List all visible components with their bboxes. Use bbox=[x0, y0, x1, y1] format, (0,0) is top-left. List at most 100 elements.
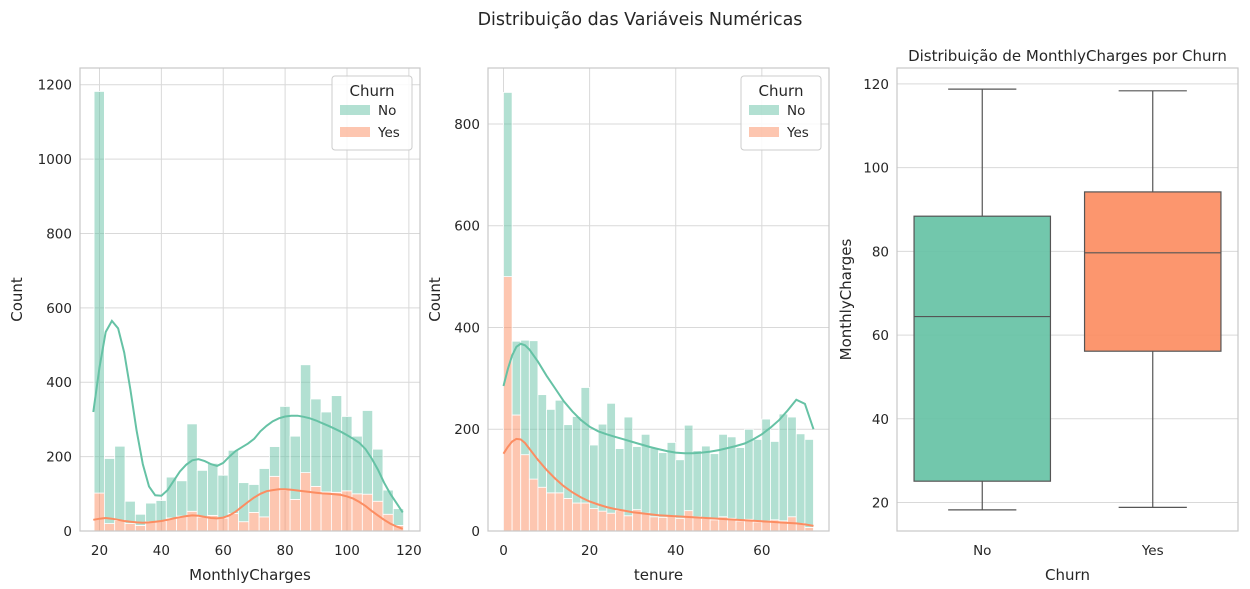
hist-bar-no bbox=[520, 339, 530, 456]
hist-bar-no bbox=[155, 500, 167, 522]
box-no bbox=[913, 215, 1052, 482]
hist-bar-yes bbox=[511, 414, 522, 532]
hist-bar-yes bbox=[217, 517, 229, 532]
hist-bar-yes bbox=[537, 486, 547, 532]
hist-bar-yes bbox=[692, 516, 702, 532]
y-tick-label: 600 bbox=[454, 219, 480, 235]
hist-bar-yes bbox=[649, 516, 659, 532]
y-tick-label: 1000 bbox=[38, 152, 72, 168]
hist-bar-no bbox=[658, 452, 668, 518]
y-tick-label: 800 bbox=[454, 117, 480, 133]
axes-frame bbox=[79, 67, 421, 532]
y-tick-label: 600 bbox=[46, 301, 72, 317]
hist-bar-yes bbox=[554, 492, 565, 532]
monthlycharges-histogram-panel: 0 200 400 600 800 1000 1200 20 40 60 80 100 120 Month… bbox=[8, 67, 422, 584]
hist-bar-no bbox=[93, 91, 105, 494]
y-axis-label: MonthlyCharges bbox=[837, 238, 855, 360]
hist-bar-yes bbox=[134, 525, 147, 532]
hist-bar-yes bbox=[124, 523, 136, 532]
hist-bar-yes bbox=[520, 454, 530, 532]
kde-line-no bbox=[92, 319, 404, 513]
hist-bar-no bbox=[217, 474, 229, 519]
y-tick-label: 0 bbox=[471, 524, 480, 540]
hist-bar-yes bbox=[623, 515, 634, 532]
hist-bar-yes bbox=[114, 520, 126, 532]
axes-frame bbox=[487, 67, 830, 532]
hist-bar-no bbox=[718, 433, 728, 518]
kde-line-no bbox=[502, 342, 815, 455]
x-tick-label: 100 bbox=[334, 543, 360, 559]
hist-bar-no bbox=[795, 433, 806, 524]
hist-bar-yes bbox=[528, 478, 539, 532]
x-tick-label: 40 bbox=[667, 543, 684, 559]
hist-bar-no bbox=[207, 462, 219, 516]
hist-bar-no bbox=[623, 416, 634, 517]
tenure-histogram-panel: 0 200 400 600 800 0 20 40 60 tenure Count Churn No Ye… bbox=[426, 67, 830, 584]
hist-bar-yes bbox=[258, 516, 270, 532]
hist-bar-yes bbox=[361, 493, 374, 532]
hist-bar-yes bbox=[701, 517, 711, 532]
y-tick-label: 400 bbox=[46, 375, 72, 391]
x-tick-label: 60 bbox=[753, 543, 770, 559]
kde-line-yes bbox=[93, 488, 404, 530]
hist-bar-no bbox=[580, 387, 591, 504]
hist-bar-yes bbox=[589, 508, 599, 532]
x-tick-label: 40 bbox=[153, 543, 170, 559]
hist-bar-yes bbox=[640, 512, 651, 532]
hist-bar-yes bbox=[735, 520, 746, 532]
y-tick-label: 0 bbox=[63, 524, 72, 540]
hist-bar-yes bbox=[300, 472, 312, 532]
x-tick-label: Yes bbox=[1141, 543, 1164, 559]
hist-bar-no bbox=[372, 448, 384, 502]
hist-bar-no bbox=[606, 402, 616, 514]
hist-bar-no bbox=[683, 424, 694, 512]
legend-swatch-no bbox=[749, 105, 779, 115]
hist-bar-yes bbox=[666, 515, 677, 532]
hist-bar-no bbox=[597, 423, 608, 512]
legend-label-no: No bbox=[378, 103, 396, 119]
hist-bar-no bbox=[537, 394, 547, 488]
y-tick-label: 1200 bbox=[38, 78, 72, 94]
hist-bar-yes bbox=[269, 475, 281, 532]
x-axis-label: MonthlyCharges bbox=[189, 566, 311, 584]
x-tick-label: 20 bbox=[581, 543, 598, 559]
hist-bar-yes bbox=[503, 276, 513, 532]
legend-label-yes: Yes bbox=[786, 125, 809, 141]
hist-bar-no bbox=[726, 436, 737, 519]
y-tick-label: 60 bbox=[872, 328, 889, 344]
x-tick-label: 120 bbox=[396, 543, 422, 559]
y-tick-label: 800 bbox=[46, 226, 72, 242]
x-tick-label: 20 bbox=[91, 543, 108, 559]
y-tick-label: 80 bbox=[872, 244, 889, 260]
hist-bar-no bbox=[124, 500, 136, 524]
hist-bar-no bbox=[615, 448, 625, 512]
x-tick-label: No bbox=[973, 543, 991, 559]
hist-bar-yes bbox=[752, 521, 763, 532]
x-tick-label: 60 bbox=[215, 543, 232, 559]
hist-bar-no bbox=[649, 447, 659, 518]
hist-bar-no bbox=[145, 502, 157, 523]
hist-bar-yes bbox=[563, 498, 573, 532]
hist-bar-no bbox=[752, 439, 763, 523]
hist-bar-no bbox=[103, 458, 116, 524]
hist-bar-yes bbox=[606, 512, 616, 532]
hist-bar-no bbox=[692, 450, 702, 518]
x-axis-label: Churn bbox=[1045, 566, 1090, 584]
hist-bar-no bbox=[571, 416, 582, 504]
hist-bar-no bbox=[310, 398, 322, 487]
hist-bar-no bbox=[279, 406, 291, 491]
legend-swatch-yes bbox=[749, 127, 779, 137]
y-tick-label: 200 bbox=[46, 450, 72, 466]
legend-swatch-no bbox=[340, 105, 370, 115]
hist-bar-yes bbox=[196, 516, 208, 532]
hist-bar-yes bbox=[675, 517, 685, 532]
hist-bar-no bbox=[382, 489, 394, 515]
hist-bar-no bbox=[114, 445, 126, 521]
y-tick-label: 200 bbox=[454, 422, 480, 438]
hist-bar-no bbox=[632, 446, 642, 511]
legend-label-yes: Yes bbox=[377, 125, 400, 141]
hist-bar-yes bbox=[615, 510, 625, 532]
hist-bar-no bbox=[341, 416, 353, 492]
hist-bar-no bbox=[503, 92, 513, 278]
